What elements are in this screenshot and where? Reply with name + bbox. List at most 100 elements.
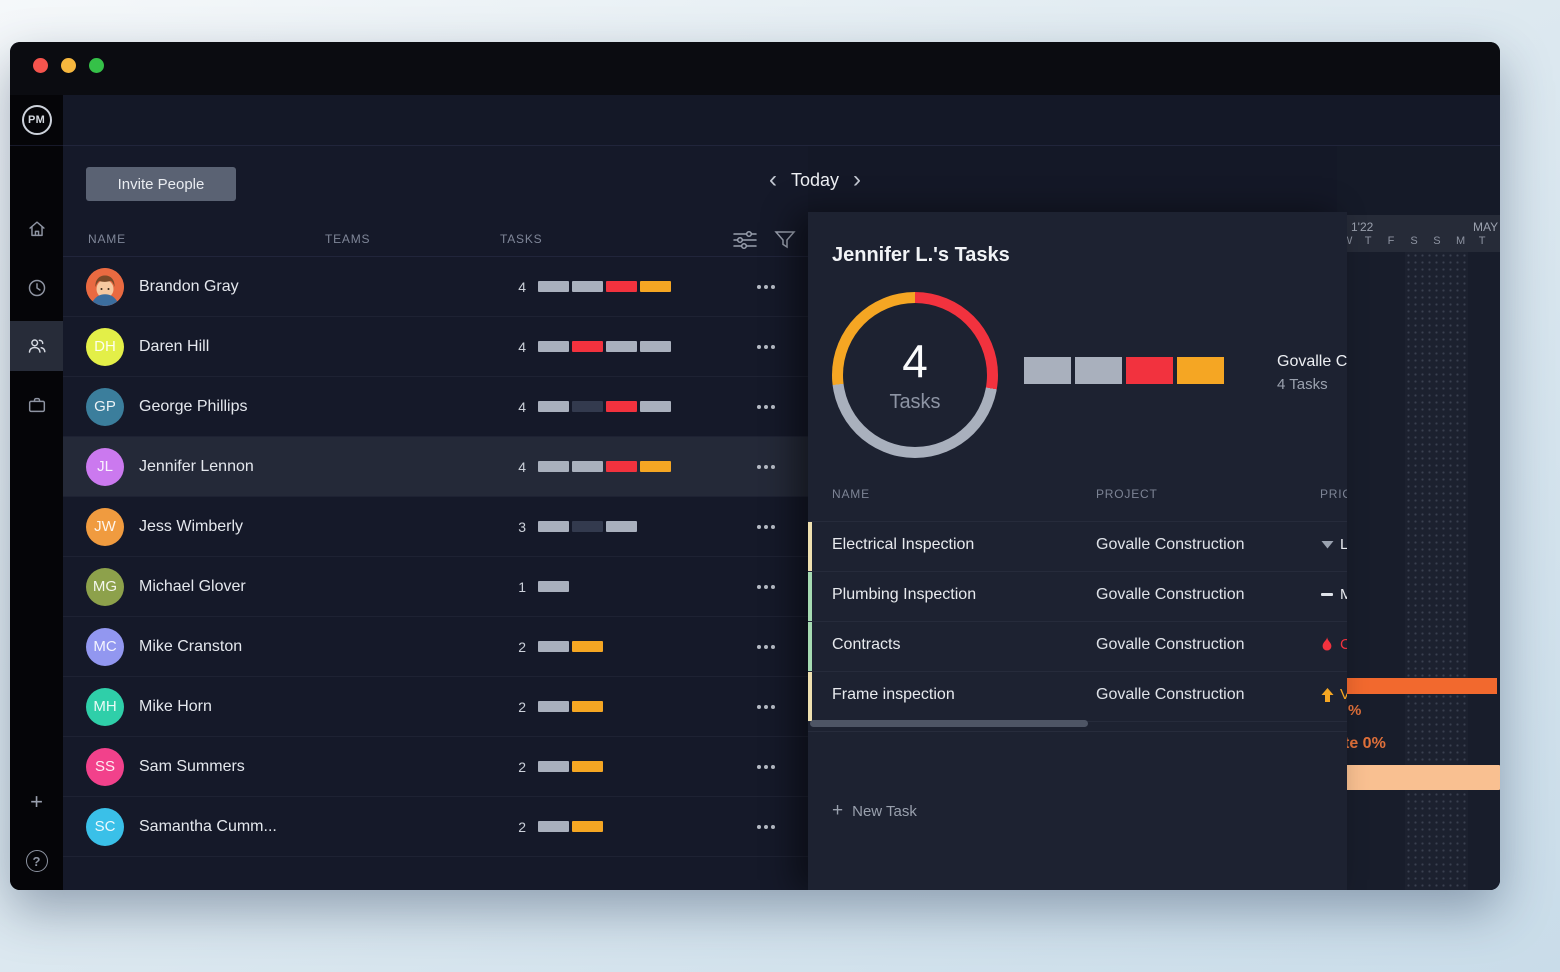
- avatar: GP: [86, 387, 124, 426]
- row-menu-button[interactable]: [757, 824, 775, 829]
- row-menu-button[interactable]: [757, 344, 775, 349]
- avatar-initials: MH: [93, 698, 117, 715]
- row-menu-button[interactable]: [757, 584, 775, 589]
- briefcase-icon: [28, 397, 45, 413]
- person-name: Brandon Gray: [139, 277, 239, 295]
- gantt-day-letter: F: [1387, 235, 1395, 247]
- gantt-task-bar-light[interactable]: [1342, 765, 1500, 790]
- task-count: 4: [518, 458, 526, 475]
- task-bar-segment: [538, 641, 569, 652]
- gantt-weekend-column: [1405, 252, 1468, 890]
- table-row[interactable]: MC Mike Cranston 2: [63, 617, 808, 677]
- task-bar-segment: [640, 341, 671, 352]
- donut-label: Tasks: [889, 390, 941, 413]
- new-task-label: New Task: [852, 802, 917, 820]
- task-bar-segment: [538, 281, 569, 292]
- chevron-left-icon[interactable]: ‹: [768, 166, 777, 193]
- table-row[interactable]: MG Michael Glover 1: [63, 557, 808, 617]
- task-project: Govalle Construction: [1096, 686, 1245, 703]
- task-bar-segment: [572, 641, 603, 652]
- task-count: 2: [518, 698, 526, 715]
- avatar: [86, 267, 124, 306]
- nav-sidebar: PM + ?: [10, 95, 63, 890]
- avatar: JW: [86, 507, 124, 546]
- zoom-window-button[interactable]: [89, 58, 104, 73]
- row-menu-button[interactable]: [757, 464, 775, 469]
- team-icon: [28, 339, 46, 353]
- panel-title: Jennifer L.'s Tasks: [832, 244, 1010, 266]
- task-bar-segment: [606, 521, 637, 532]
- row-menu-button[interactable]: [757, 524, 775, 529]
- task-bar-segment: [572, 401, 603, 412]
- task-row[interactable]: Plumbing Inspection Govalle Construction…: [808, 572, 1347, 622]
- chevron-right-icon[interactable]: ›: [853, 166, 862, 193]
- sidebar-item-portfolio[interactable]: [10, 380, 63, 430]
- row-menu-button[interactable]: [757, 404, 775, 409]
- avatar: JL: [86, 447, 124, 486]
- task-count: 3: [518, 518, 526, 535]
- home-icon: [28, 221, 45, 237]
- window-titlebar: [10, 42, 1500, 95]
- gantt-day-letter: S: [1433, 235, 1441, 247]
- app-logo[interactable]: PM: [10, 95, 63, 146]
- status-block: [1177, 357, 1224, 384]
- task-row[interactable]: Electrical Inspection Govalle Constructi…: [808, 522, 1347, 572]
- panel-column-priority: PRIO: [1320, 487, 1347, 501]
- project-summary-count: 4 Tasks: [1277, 376, 1328, 393]
- table-row[interactable]: MH Mike Horn 2: [63, 677, 808, 737]
- sidebar-help-button[interactable]: ?: [10, 836, 63, 886]
- task-bar-segment: [572, 281, 603, 292]
- task-bars: [538, 641, 603, 652]
- row-menu-button[interactable]: [757, 764, 775, 769]
- invite-people-button[interactable]: Invite People: [86, 167, 236, 201]
- priority-label: C: [1340, 636, 1347, 653]
- table-row[interactable]: SC Samantha Cumm... 2: [63, 797, 808, 857]
- pm-logo-icon: PM: [21, 105, 52, 135]
- table-row[interactable]: GP George Phillips 4: [63, 377, 808, 437]
- minimize-window-button[interactable]: [61, 58, 76, 73]
- table-row[interactable]: JW Jess Wimberly 3: [63, 497, 808, 557]
- avatar-initials: GP: [94, 398, 116, 415]
- row-menu-button[interactable]: [757, 644, 775, 649]
- task-bar-segment: [606, 461, 637, 472]
- sidebar-item-team[interactable]: [10, 321, 63, 371]
- task-bar-segment: [538, 341, 569, 352]
- new-task-button[interactable]: + New Task: [832, 800, 917, 822]
- row-menu-button[interactable]: [757, 704, 775, 709]
- table-row[interactable]: Brandon Gray 4: [63, 257, 808, 317]
- task-bar-segment: [538, 401, 569, 412]
- task-priority: L: [1320, 536, 1347, 553]
- table-row[interactable]: SS Sam Summers 2: [63, 737, 808, 797]
- table-row[interactable]: JL Jennifer Lennon 4: [63, 437, 808, 497]
- settings-sliders-icon[interactable]: [731, 228, 759, 257]
- panel-task-rows: Electrical Inspection Govalle Constructi…: [808, 521, 1347, 722]
- task-bar-segment: [572, 341, 603, 352]
- task-name: Frame inspection: [832, 686, 955, 703]
- priority-critical-icon: [1320, 637, 1334, 652]
- task-bars: [538, 461, 671, 472]
- main-toolbar: [63, 95, 1500, 146]
- horizontal-scrollbar-thumb[interactable]: [810, 720, 1088, 727]
- task-bars: [538, 581, 569, 592]
- close-window-button[interactable]: [33, 58, 48, 73]
- task-priority: V: [1320, 686, 1347, 703]
- sidebar-item-home[interactable]: [10, 204, 63, 254]
- task-bar-segment: [538, 461, 569, 472]
- avatar-initials: JW: [94, 518, 116, 535]
- task-color-strip: [808, 672, 812, 721]
- sidebar-item-recent[interactable]: [10, 263, 63, 313]
- sidebar-add-button[interactable]: +: [10, 777, 63, 827]
- filter-icon[interactable]: [773, 228, 797, 257]
- priority-medium-icon: [1320, 588, 1334, 602]
- task-priority: M: [1320, 586, 1347, 603]
- help-icon: ?: [25, 850, 48, 872]
- task-bars: [538, 281, 671, 292]
- gantt-grid: [1337, 252, 1500, 890]
- task-bars: [538, 701, 603, 712]
- avatar: SS: [86, 747, 124, 786]
- row-menu-button[interactable]: [757, 284, 775, 289]
- table-row[interactable]: DH Daren Hill 4: [63, 317, 808, 377]
- task-row[interactable]: Frame inspection Govalle Construction V: [808, 672, 1347, 722]
- task-row[interactable]: Contracts Govalle Construction C: [808, 622, 1347, 672]
- gantt-task-bar[interactable]: [1337, 678, 1497, 694]
